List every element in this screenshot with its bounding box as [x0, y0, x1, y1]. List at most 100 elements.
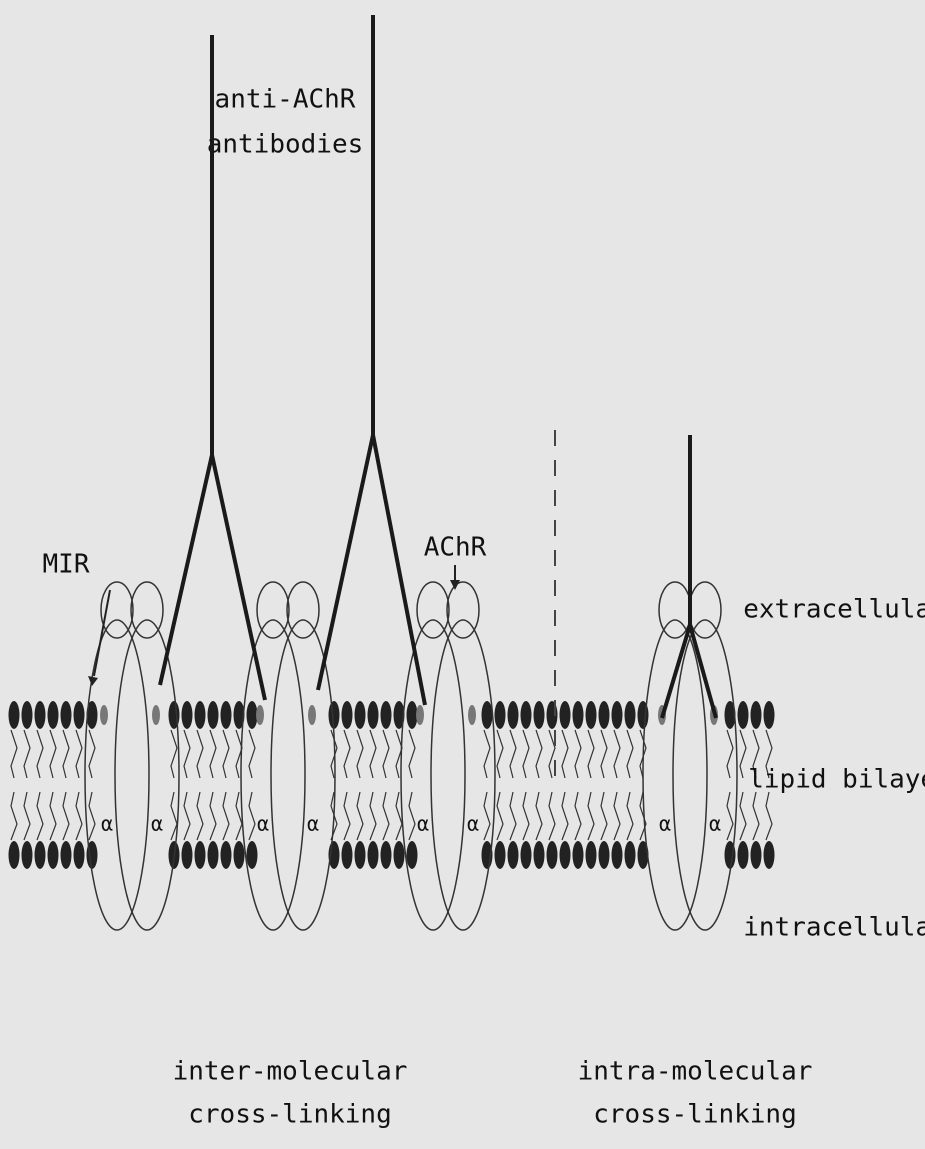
lipid-tail [344, 792, 350, 840]
lipid-tail [614, 730, 620, 778]
alpha-label: α [151, 812, 163, 836]
mir-site [256, 705, 264, 725]
receptor-loop [447, 582, 479, 638]
lipid-head [48, 701, 59, 729]
lipid-tail [50, 730, 56, 778]
lipid-head [381, 841, 392, 869]
lipid-tail [383, 730, 389, 778]
lipid-head [61, 841, 72, 869]
lipid-tail [536, 730, 542, 778]
receptor-loop [257, 582, 289, 638]
lipid-head [547, 841, 558, 869]
lipid-head [508, 701, 519, 729]
lipid-head [738, 701, 749, 729]
lipid-tail [50, 792, 56, 840]
lipid-head [534, 841, 545, 869]
lipid-head [234, 841, 245, 869]
lipid-head [521, 701, 532, 729]
lipid-head [355, 841, 366, 869]
achr-label: AChR [424, 533, 487, 563]
receptor-loop [689, 582, 721, 638]
lipid-tail [76, 730, 82, 778]
lipid-tail [357, 792, 363, 840]
lipid-tail [37, 730, 43, 778]
receptor-subunit [241, 620, 305, 930]
diagram: anti-AChR antibodies MIR AChR extracellu… [0, 0, 925, 1149]
lipid-tail [210, 730, 216, 778]
lipid-tail [344, 730, 350, 778]
inter-label: cross-linking [188, 1100, 392, 1130]
lipid-head [381, 701, 392, 729]
lipid-head [573, 701, 584, 729]
lipid-head [35, 701, 46, 729]
lipid-head [48, 841, 59, 869]
lipid-head [738, 841, 749, 869]
lipid-tail [197, 792, 203, 840]
lipid-tail [249, 792, 255, 840]
lipid-tail [11, 730, 17, 778]
receptor-loop [659, 582, 691, 638]
lipid-tail [536, 792, 542, 840]
lipid-tail [727, 792, 733, 840]
lipid-tail [497, 730, 503, 778]
alpha-label: α [659, 812, 671, 836]
lipid-head [407, 841, 418, 869]
alpha-label: α [467, 812, 479, 836]
lipid-tail [497, 792, 503, 840]
lipid-tail [575, 792, 581, 840]
receptor-subunit [431, 620, 495, 930]
lipid-tail [409, 730, 415, 778]
lipid-tail [24, 730, 30, 778]
lipid-tail [171, 730, 177, 778]
lipid-head [599, 701, 610, 729]
lipid-tail [184, 792, 190, 840]
antibody-arm [160, 455, 265, 700]
lipid-head [612, 701, 623, 729]
intra-label: intra-molecular [578, 1057, 813, 1087]
lipid-tail [223, 730, 229, 778]
lipid-head [355, 701, 366, 729]
lipid-tail [184, 730, 190, 778]
lipid-head [221, 841, 232, 869]
lipid-tail [510, 730, 516, 778]
lipid-head [521, 841, 532, 869]
bilayer-label: lipid bilayer [748, 765, 925, 795]
alpha-label: α [307, 812, 319, 836]
lipid-tail [409, 792, 415, 840]
lipid-tail [549, 792, 555, 840]
antibodies-label: antibodies [207, 130, 364, 160]
lipid-head [508, 841, 519, 869]
lipid-tail [562, 792, 568, 840]
lipid-head [342, 841, 353, 869]
lipid-tail [76, 792, 82, 840]
lipid-head [560, 841, 571, 869]
alpha-label: α [101, 812, 113, 836]
receptor-subunit [271, 620, 335, 930]
receptor-loop [131, 582, 163, 638]
lipid-head [342, 701, 353, 729]
lipid-tail [383, 792, 389, 840]
lipid-tail [588, 730, 594, 778]
receptor-loop [287, 582, 319, 638]
lipid-head [195, 701, 206, 729]
mir-site [100, 705, 108, 725]
extracellular-label: extracellular [743, 595, 925, 625]
lipid-tail [627, 730, 633, 778]
lipid-tail [484, 730, 490, 778]
shapes [9, 582, 775, 930]
lipid-head [751, 701, 762, 729]
lipid-head [764, 841, 775, 869]
lipid-head [560, 701, 571, 729]
lipid-tail [223, 792, 229, 840]
lipid-head [407, 701, 418, 729]
lipid-tail [727, 730, 733, 778]
alpha-label: α [257, 812, 269, 836]
lipid-tail [601, 730, 607, 778]
lipid-head [495, 841, 506, 869]
inter-label: inter-molecular [173, 1057, 408, 1087]
mir-site [468, 705, 476, 725]
antibodies-label: anti-AChR [215, 85, 356, 115]
lipid-tail [89, 730, 95, 778]
lipid-head [182, 701, 193, 729]
lipid-head [612, 841, 623, 869]
